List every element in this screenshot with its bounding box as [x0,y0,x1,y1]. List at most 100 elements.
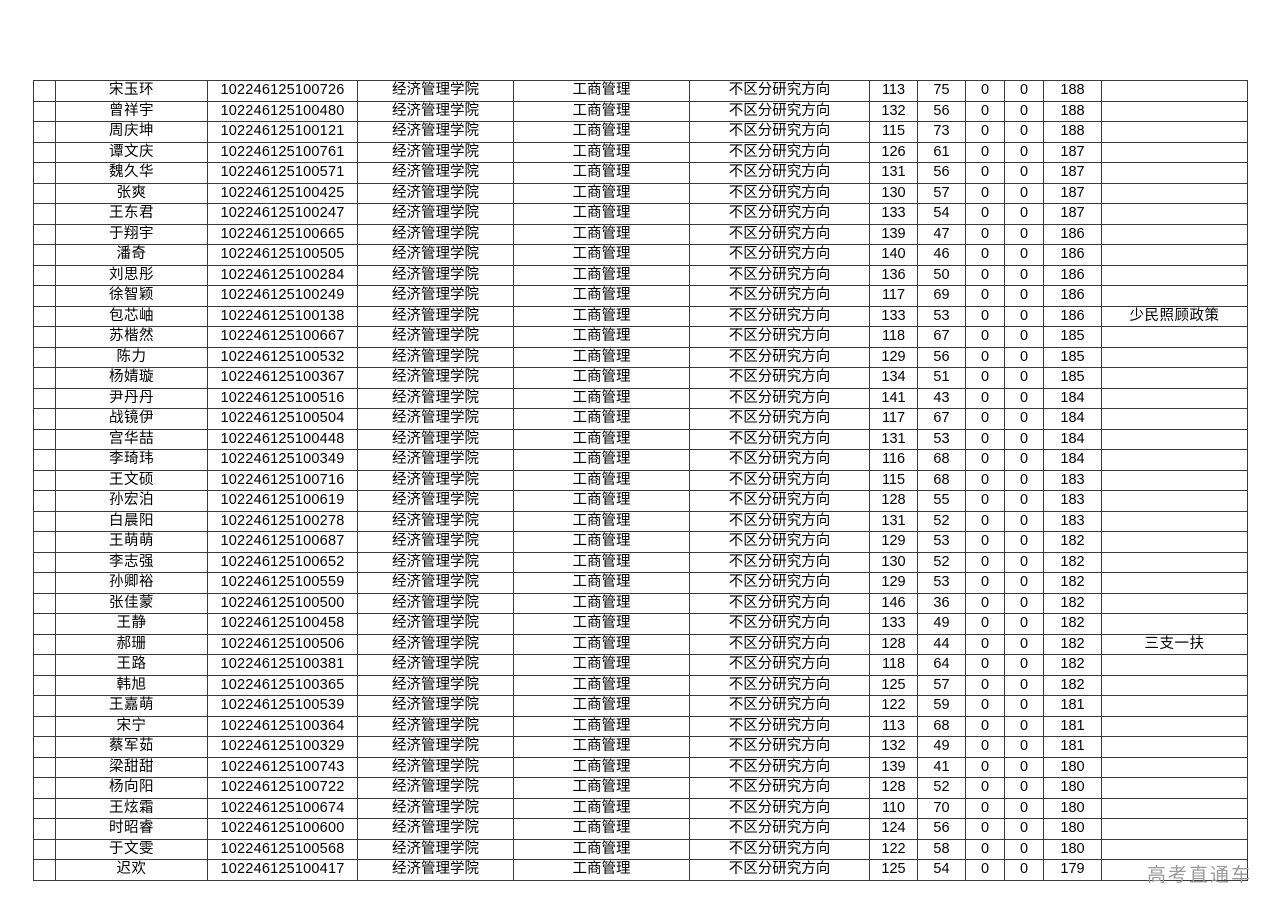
table-row: 宋玉环 102246125100726 经济管理学院 工商管理 不区分研究方向 113 75… [33,80,1248,102]
cell-note [1101,387,1248,409]
cell-major: 工商管理 [513,674,690,696]
table-row: 刘思彤 102246125100284 经济管理学院 工商管理 不区分研究方向 136 50… [33,264,1248,286]
cell-score2: 53 [917,572,966,594]
cell-score1: 118 [869,654,918,676]
cell-score3: 0 [965,572,1005,594]
cell-blank [33,449,56,471]
cell-note [1101,264,1248,286]
cell-total: 185 [1043,346,1102,368]
cell-id: 102246125100539 [207,695,358,717]
cell-score1: 116 [869,449,918,471]
cell-score4: 0 [1004,182,1044,204]
cell-blank [33,531,56,553]
cell-score3: 0 [965,818,1005,840]
cell-score2: 41 [917,756,966,778]
cell-college: 经济管理学院 [357,490,514,512]
cell-score4: 0 [1004,818,1044,840]
cell-name: 王路 [55,654,208,676]
cell-score1: 132 [869,100,918,122]
cell-name: 张佳蒙 [55,592,208,614]
cell-score1: 129 [869,572,918,594]
cell-total: 188 [1043,100,1102,122]
cell-score1: 125 [869,859,918,881]
cell-score4: 0 [1004,162,1044,184]
cell-direction: 不区分研究方向 [689,141,870,163]
cell-total: 186 [1043,223,1102,245]
table-row: 白晨阳 102246125100278 经济管理学院 工商管理 不区分研究方向 131 52… [33,510,1248,532]
cell-score2: 73 [917,121,966,143]
cell-direction: 不区分研究方向 [689,490,870,512]
cell-direction: 不区分研究方向 [689,428,870,450]
cell-id: 102246125100284 [207,264,358,286]
cell-major: 工商管理 [513,695,690,717]
cell-major: 工商管理 [513,756,690,778]
cell-total: 181 [1043,736,1102,758]
cell-score3: 0 [965,100,1005,122]
cell-major: 工商管理 [513,510,690,532]
cell-direction: 不区分研究方向 [689,633,870,655]
cell-score4: 0 [1004,695,1044,717]
cell-note [1101,551,1248,573]
cell-blank [33,100,56,122]
cell-blank [33,305,56,327]
cell-note [1101,592,1248,614]
cell-note [1101,859,1248,881]
cell-score1: 128 [869,633,918,655]
cell-score4: 0 [1004,223,1044,245]
cell-id: 102246125100722 [207,777,358,799]
cell-score1: 125 [869,674,918,696]
cell-total: 187 [1043,203,1102,225]
cell-name: 郝珊 [55,633,208,655]
cell-score3: 0 [965,654,1005,676]
cell-score4: 0 [1004,531,1044,553]
cell-score4: 0 [1004,490,1044,512]
cell-major: 工商管理 [513,715,690,737]
cell-direction: 不区分研究方向 [689,408,870,430]
cell-score4: 0 [1004,797,1044,819]
cell-blank [33,674,56,696]
cell-college: 经济管理学院 [357,469,514,491]
cell-direction: 不区分研究方向 [689,859,870,881]
cell-note: 少民照顾政策 [1101,305,1248,327]
cell-id: 102246125100367 [207,367,358,389]
cell-blank [33,777,56,799]
cell-score3: 0 [965,346,1005,368]
cell-score3: 0 [965,203,1005,225]
cell-college: 经济管理学院 [357,756,514,778]
cell-score3: 0 [965,80,1005,102]
cell-id: 102246125100505 [207,244,358,266]
cell-name: 迟欢 [55,859,208,881]
cell-id: 102246125100247 [207,203,358,225]
cell-score2: 70 [917,797,966,819]
cell-name: 王东君 [55,203,208,225]
cell-score2: 49 [917,613,966,635]
cell-score1: 139 [869,756,918,778]
cell-major: 工商管理 [513,264,690,286]
cell-blank [33,510,56,532]
cell-name: 孙卿裕 [55,572,208,594]
cell-id: 102246125100448 [207,428,358,450]
cell-name: 白晨阳 [55,510,208,532]
cell-note [1101,203,1248,225]
cell-major: 工商管理 [513,797,690,819]
cell-score4: 0 [1004,838,1044,860]
cell-score2: 50 [917,264,966,286]
cell-note [1101,695,1248,717]
cell-score3: 0 [965,264,1005,286]
cell-note [1101,285,1248,307]
table-row: 于文雯 102246125100568 经济管理学院 工商管理 不区分研究方向 122 58… [33,838,1248,860]
cell-blank [33,633,56,655]
cell-direction: 不区分研究方向 [689,100,870,122]
cell-score2: 75 [917,80,966,102]
cell-direction: 不区分研究方向 [689,244,870,266]
cell-major: 工商管理 [513,182,690,204]
cell-total: 182 [1043,674,1102,696]
cell-note [1101,756,1248,778]
cell-direction: 不区分研究方向 [689,797,870,819]
cell-name: 宋玉环 [55,80,208,102]
watermark-label: 高考直通车 [1146,864,1252,886]
cell-total: 185 [1043,367,1102,389]
cell-note [1101,80,1248,102]
score-table-body: 宋玉环 102246125100726 经济管理学院 工商管理 不区分研究方向 113 75… [33,80,1248,881]
cell-direction: 不区分研究方向 [689,469,870,491]
